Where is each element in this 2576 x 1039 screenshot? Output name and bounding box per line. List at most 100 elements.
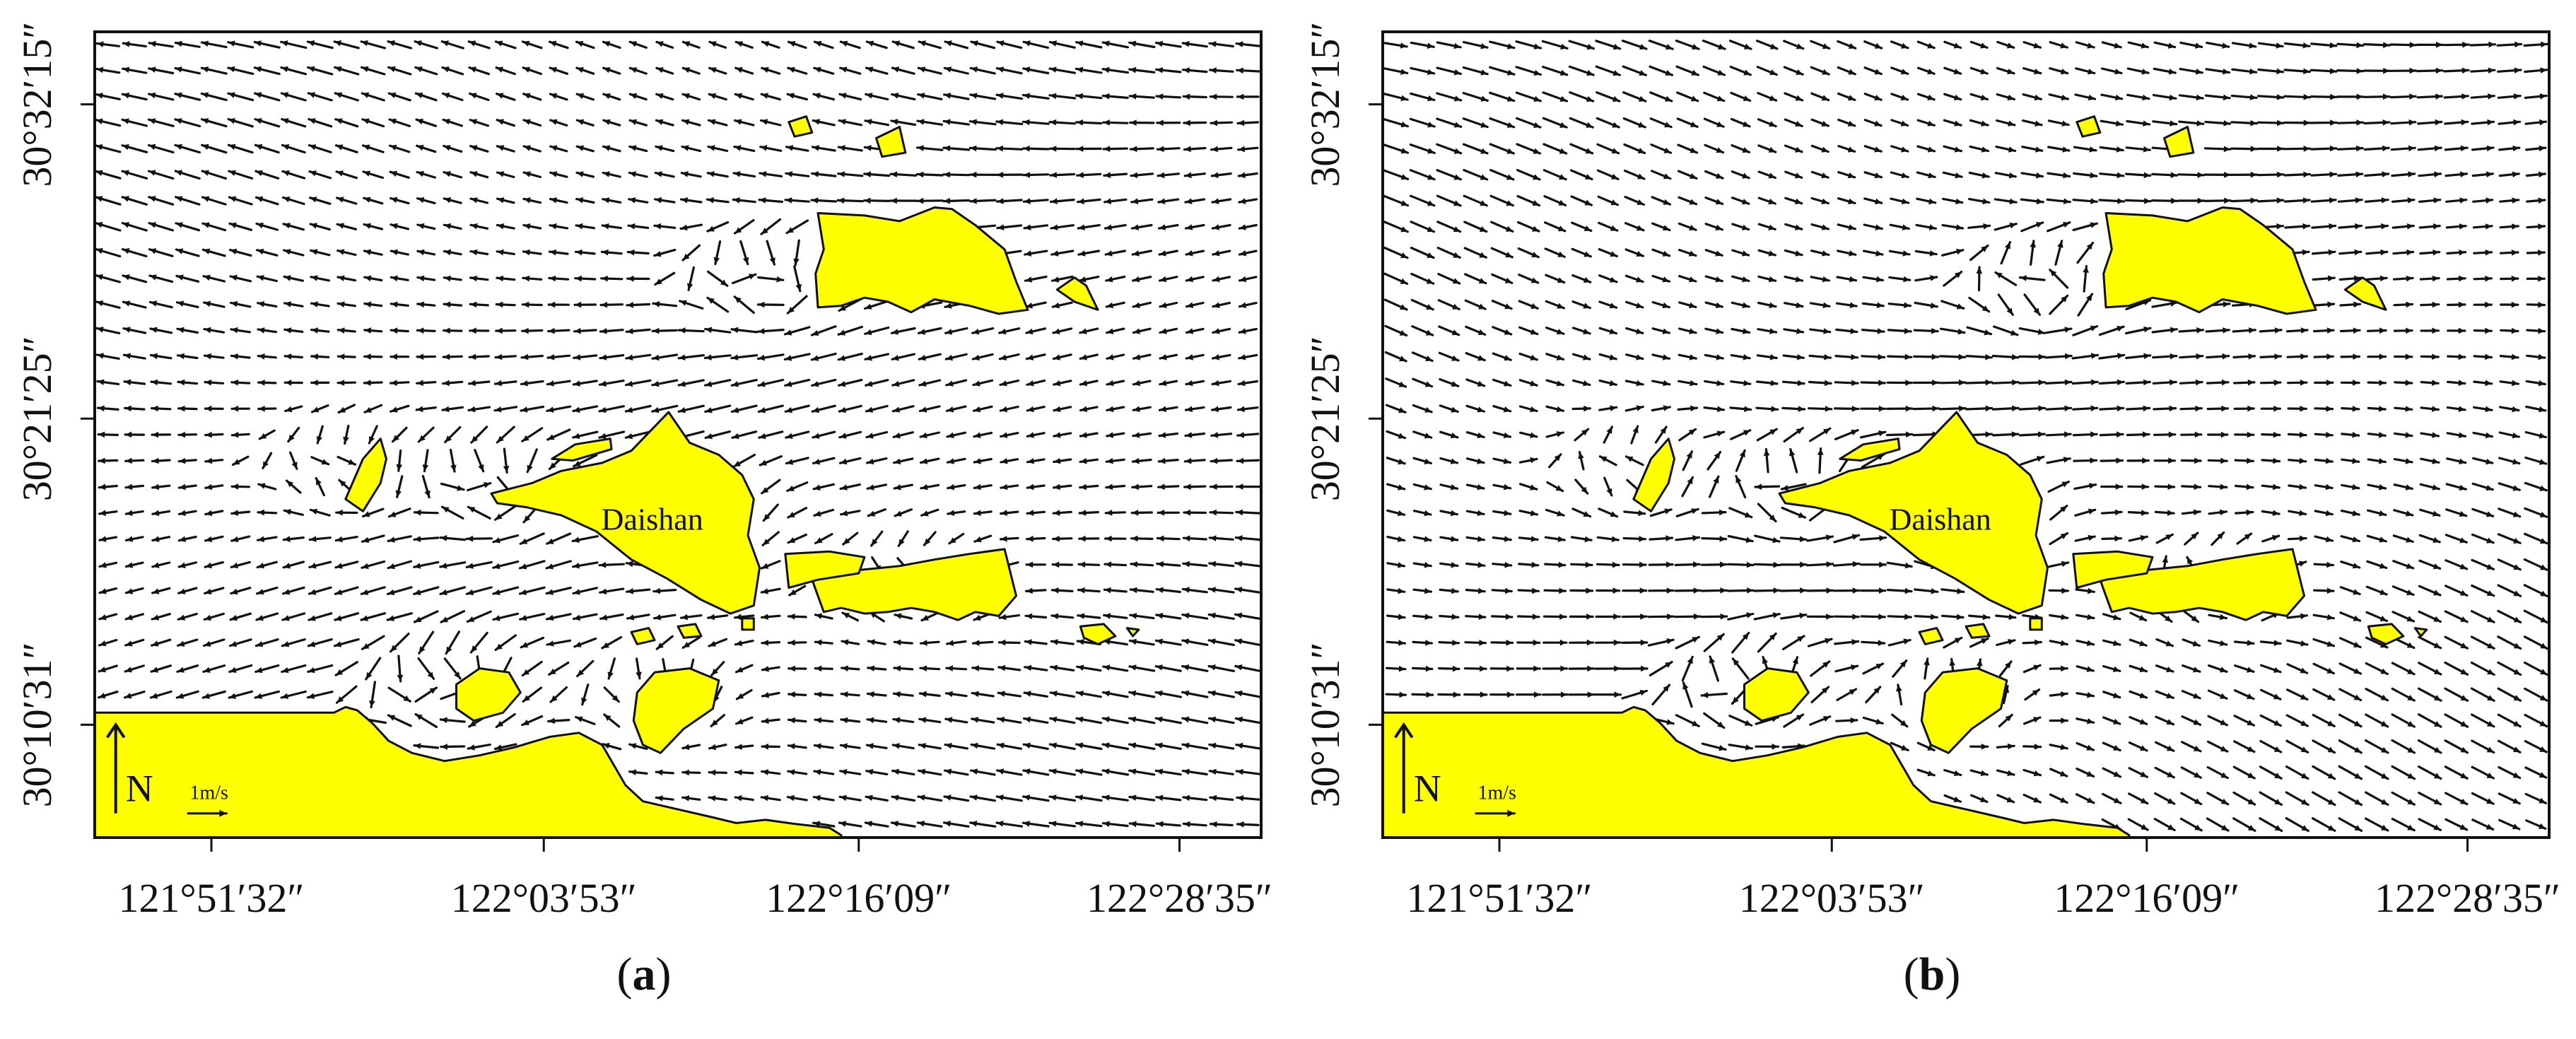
current-vector-head (893, 406, 901, 413)
current-vector-head (2327, 720, 2335, 727)
current-vector-head (602, 197, 610, 204)
current-vector-head (2061, 717, 2068, 724)
current-vector-head (1480, 174, 1487, 180)
current-vector-head (1000, 406, 1008, 413)
current-vector-head (1556, 354, 1564, 360)
current-vector-head (1769, 95, 1776, 101)
current-vector-head (840, 769, 848, 775)
current-vector-head (1557, 251, 1565, 257)
current-vector-head (943, 145, 951, 152)
current-vector-head (2434, 145, 2442, 152)
current-vector-head (971, 742, 978, 749)
current-vector-head (99, 483, 106, 491)
current-vector-head (1957, 328, 1965, 335)
current-vector-head (1053, 483, 1060, 491)
current-vector-head (573, 354, 581, 360)
current-vector-head (1077, 691, 1084, 697)
current-vector-head (1076, 742, 1084, 749)
current-vector-head (2194, 431, 2201, 438)
current-vector-head (1610, 225, 1617, 231)
current-vector-head (970, 145, 977, 152)
current-vector-head (1878, 587, 1885, 594)
current-vector-head (1076, 768, 1084, 775)
current-vector-head (2512, 432, 2519, 439)
current-vector-head (573, 589, 580, 595)
current-vector-head (364, 353, 371, 360)
current-vector-head (2378, 406, 2386, 412)
y-tick-label: 30°32′15″ (1302, 22, 1348, 187)
current-vector-head (1106, 510, 1113, 516)
current-vector-head (1106, 483, 1113, 491)
current-vector-head (1690, 122, 1698, 127)
current-vector-head (1210, 93, 1217, 100)
current-vector-head (919, 743, 926, 749)
current-vector-head (1399, 691, 1406, 698)
current-vector-head (495, 380, 502, 387)
current-vector-head (1400, 95, 1408, 102)
current-vector-head (177, 640, 185, 647)
current-vector-head (2379, 327, 2386, 334)
current-vector-head (1426, 304, 1434, 310)
current-vector-head (867, 691, 874, 698)
current-vector-head (894, 639, 901, 646)
current-vector-head (232, 483, 239, 490)
current-vector-head (2355, 145, 2363, 152)
current-vector-head (839, 119, 846, 125)
current-vector-head (1900, 94, 1908, 101)
current-vector-head (361, 563, 369, 570)
current-vector-head (125, 457, 132, 464)
current-vector-head (1769, 43, 1777, 49)
current-vector-head (1159, 406, 1166, 413)
current-vector-head (148, 92, 156, 99)
current-vector-head (205, 483, 213, 491)
current-vector-head (1587, 691, 1594, 698)
current-vector-head (2090, 222, 2097, 228)
current-vector-head (122, 222, 130, 228)
current-vector-head (2060, 69, 2068, 75)
current-vector-head (2088, 534, 2095, 541)
current-vector-head (1182, 716, 1190, 723)
current-vector-head (2006, 307, 2013, 315)
current-vector-head (2063, 457, 2071, 463)
current-vector-head (2186, 557, 2194, 565)
current-vector-head (417, 223, 425, 230)
current-vector-head (1878, 640, 1885, 646)
current-vector-head (2030, 240, 2036, 248)
current-vector-head (310, 223, 317, 229)
current-vector-head (2379, 380, 2386, 386)
current-vector-head (629, 743, 637, 749)
current-vector-head (1106, 328, 1114, 334)
current-vector-head (1689, 302, 1696, 309)
current-vector-head (1427, 122, 1435, 128)
current-vector-head (2381, 197, 2388, 204)
current-vector-head (626, 328, 633, 334)
current-vector-head (1557, 536, 1565, 542)
land-westIsle (344, 438, 387, 512)
current-vector-head (123, 41, 130, 47)
current-vector-head (997, 821, 1004, 827)
current-vector-head (1851, 380, 1858, 387)
current-vector-head (469, 66, 476, 73)
current-vector-head (2249, 68, 2256, 75)
current-vector-head (2117, 353, 2124, 359)
current-vector-head (1452, 303, 1460, 310)
x-tick-label: 122°28′35″ (1087, 875, 1272, 921)
current-vector-head (2086, 797, 2094, 803)
current-vector-head (549, 275, 556, 282)
current-vector-head (1000, 510, 1008, 516)
current-vector-head (683, 41, 691, 47)
current-vector-head (1823, 328, 1830, 334)
current-vector-head (682, 744, 690, 751)
current-vector-head (1743, 121, 1750, 127)
current-vector-head (972, 665, 980, 671)
current-vector-head (388, 715, 396, 721)
current-vector-head (1107, 380, 1114, 387)
current-vector-head (2196, 353, 2203, 360)
current-vector-head (1480, 122, 1488, 128)
current-vector-head (1824, 353, 1831, 360)
current-vector-head (1129, 690, 1137, 697)
current-vector-head (1769, 69, 1777, 76)
land-s2 (677, 623, 703, 639)
current-vector-head (1931, 353, 1938, 360)
current-vector-head (2273, 457, 2280, 464)
